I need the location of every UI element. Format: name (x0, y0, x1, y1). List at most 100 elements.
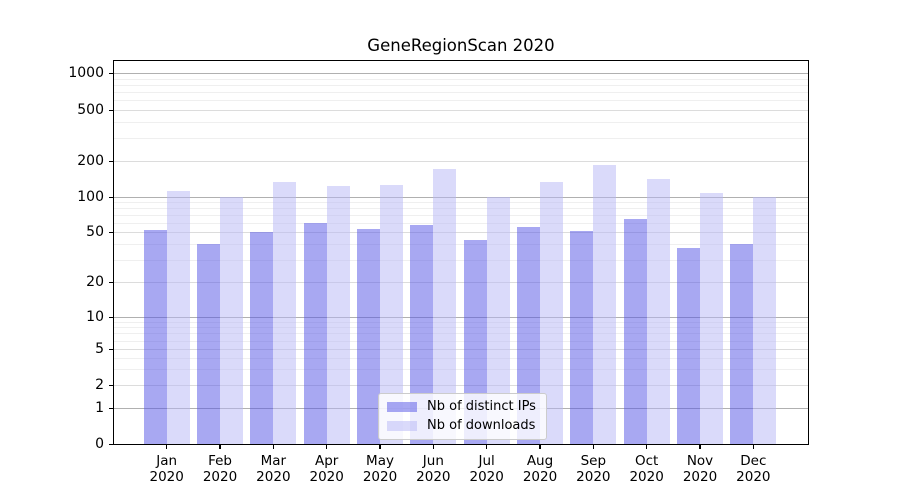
x-tick-label-jul: Jul 2020 (457, 453, 517, 485)
gridline-minor-labeled (114, 110, 808, 111)
x-tick-month: Feb (208, 453, 232, 469)
y-tick-mark (109, 72, 113, 74)
bar-downloads-jan (166, 191, 190, 444)
gridline-minor-labeled (114, 232, 808, 233)
x-tick-month: May (366, 453, 394, 469)
gridline-minor (114, 78, 808, 80)
gridline-minor (114, 340, 808, 342)
x-tick-year: 2020 (416, 469, 451, 485)
bar-distinct-ips-aug (517, 227, 540, 444)
x-tick-mark (752, 445, 755, 449)
bar-downloads-jul (486, 197, 510, 444)
bar-downloads-apr (326, 185, 350, 444)
x-tick-year: 2020 (309, 469, 344, 485)
x-tick-mark (219, 445, 221, 449)
gridline-minor (114, 259, 808, 261)
x-tick-mark (166, 445, 168, 449)
x-tick-month: Mar (260, 453, 287, 469)
bar-distinct-ips-nov (677, 248, 700, 444)
bar-downloads-aug (540, 182, 563, 444)
legend-item-downloads: Nb of downloads (387, 419, 536, 433)
gridline-minor (114, 321, 808, 323)
legend-label-downloads: Nb of downloads (427, 418, 536, 433)
x-tick-year: 2020 (576, 469, 611, 485)
x-tick-year: 2020 (202, 469, 238, 485)
gridline-minor (114, 215, 808, 216)
y-tick-label: 200 (77, 153, 104, 169)
x-tick-mark (326, 445, 328, 449)
y-tick-mark (109, 348, 113, 350)
gridline-minor (114, 138, 808, 140)
y-tick-mark (109, 443, 113, 445)
bar-distinct-ips-feb (197, 244, 221, 444)
x-tick-month: Aug (526, 453, 554, 469)
gridline-minor (114, 244, 808, 246)
x-tick-label-may: May 2020 (350, 453, 410, 485)
gridline-minor (114, 84, 808, 86)
x-tick-mark (539, 445, 541, 449)
bar-downloads-may (380, 185, 404, 444)
gridline-major (114, 317, 808, 318)
bar-downloads-oct (646, 178, 670, 444)
legend: Nb of distinct IPs Nb of downloads (378, 393, 547, 440)
x-tick-mark (646, 445, 648, 449)
bar-distinct-ips-jun (410, 224, 434, 444)
x-tick-year: 2020 (149, 469, 184, 485)
y-tick-mark (109, 407, 113, 409)
bar-downloads-jun (433, 168, 457, 444)
x-axis: Jan 2020 Feb 2020 Mar 2020 Apr 2020 May 2020 Jun 20… (113, 445, 809, 497)
y-tick-label: 10 (86, 309, 104, 325)
x-tick-mark (272, 445, 275, 449)
y-tick-label: 500 (77, 102, 104, 118)
x-tick-label-apr: Apr 2020 (297, 453, 357, 485)
x-tick-month: Sep (580, 453, 607, 469)
x-tick-month: Jun (422, 453, 444, 469)
x-tick-mark (379, 445, 381, 449)
x-tick-year: 2020 (256, 469, 291, 485)
gridline-major (114, 73, 808, 74)
x-tick-year: 2020 (469, 469, 504, 485)
gridline-minor (114, 369, 808, 371)
gridline-minor (114, 327, 808, 329)
x-tick-year: 2020 (522, 469, 558, 485)
gridline-minor (114, 122, 808, 124)
bar-downloads-sep (593, 164, 617, 444)
gridline-major (114, 197, 808, 198)
bar-distinct-ips-may (357, 229, 381, 444)
bar-downloads-dec (753, 197, 777, 444)
x-tick-mark (592, 445, 595, 449)
x-tick-year: 2020 (682, 469, 718, 485)
x-tick-year: 2020 (736, 469, 771, 485)
x-tick-mark (432, 445, 435, 449)
bar-distinct-ips-jan (143, 230, 167, 444)
gridline-minor (114, 208, 808, 210)
x-tick-label-oct: Oct 2020 (617, 453, 677, 485)
x-tick-label-jun: Jun 2020 (403, 453, 463, 485)
gridline-minor-labeled (114, 385, 808, 386)
y-tick-label: 50 (86, 224, 104, 240)
plot-area: Nb of distinct IPs Nb of downloads (113, 60, 809, 445)
y-tick-label: 1 (95, 400, 104, 416)
y-axis: 0 1 2 5 10 20 50 100 200 500 1000 (0, 60, 113, 452)
y-tick-label: 0 (95, 436, 104, 452)
y-tick-mark (109, 384, 113, 386)
bar-distinct-ips-mar (250, 232, 274, 444)
gridline-minor-labeled (114, 282, 808, 283)
x-tick-mark (486, 445, 488, 449)
bar-downloads-mar (273, 182, 297, 444)
chart-title: GeneRegionScan 2020 (367, 36, 555, 55)
gridline-minor-labeled (114, 161, 808, 162)
y-tick-label: 1000 (68, 65, 104, 81)
y-tick-mark (109, 109, 113, 111)
legend-swatch-downloads (387, 421, 417, 431)
legend-item-distinct-ips: Nb of distinct IPs (387, 400, 536, 414)
x-tick-month: Jul (478, 453, 495, 469)
x-tick-label-dec: Dec 2020 (723, 453, 783, 485)
y-tick-mark (109, 160, 113, 162)
gridline-minor (114, 92, 808, 94)
x-tick-label-sep: Sep 2020 (563, 453, 623, 485)
x-tick-month: Nov (686, 453, 714, 469)
x-tick-label-mar: Mar 2020 (243, 453, 303, 485)
y-tick-mark (109, 281, 113, 283)
